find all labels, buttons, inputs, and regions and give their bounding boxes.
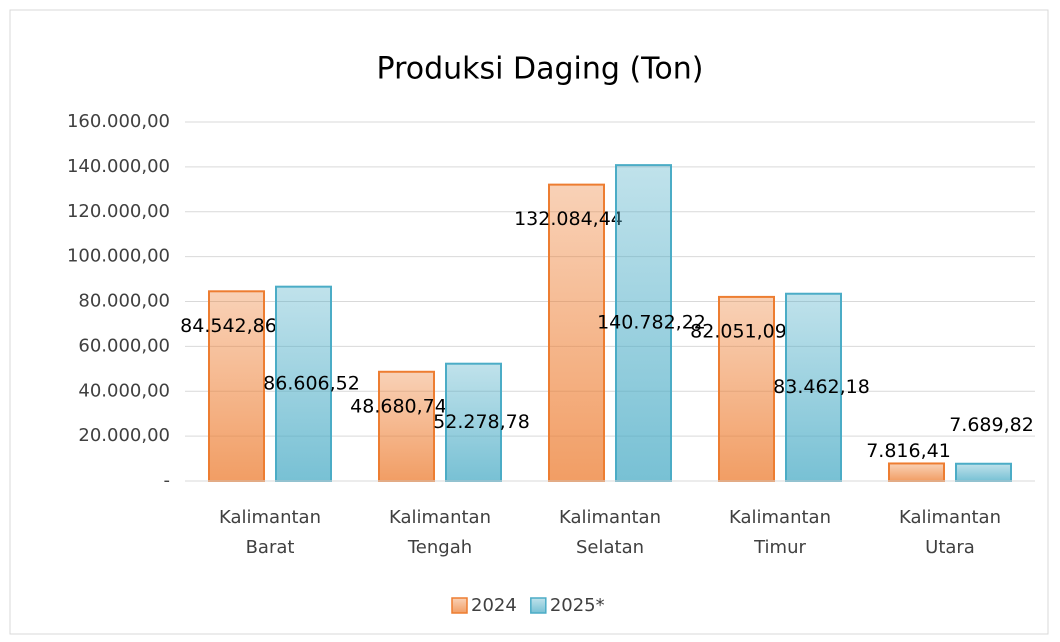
data-label: 48.680,74 <box>350 395 447 417</box>
x-tick-label: Kalimantan Tengah <box>389 507 491 558</box>
y-tick-label: 160.000,00 <box>67 111 170 132</box>
data-label: 132.084,44 <box>514 208 623 230</box>
data-label: 52.278,78 <box>433 411 530 433</box>
bar <box>548 183 605 483</box>
y-tick-label: 120.000,00 <box>67 201 170 222</box>
legend-label: 2024 <box>471 595 517 616</box>
y-tick-label: 100.000,00 <box>67 246 170 267</box>
bar <box>445 362 502 483</box>
legend-swatch <box>451 597 468 614</box>
bar <box>888 462 945 483</box>
bar <box>955 462 1012 483</box>
y-tick-label: - <box>164 470 171 491</box>
legend-swatch <box>530 597 547 614</box>
bar <box>378 370 435 482</box>
data-label: 140.782,22 <box>597 312 706 334</box>
data-label: 83.462,18 <box>773 376 870 398</box>
bar <box>718 295 775 482</box>
x-tick-label: Kalimantan Barat <box>219 507 321 558</box>
data-label: 7.689,82 <box>949 414 1034 436</box>
x-tick-label: Kalimantan Timur <box>729 507 831 558</box>
y-tick-label: 20.000,00 <box>78 425 170 446</box>
data-label: 84.542,86 <box>180 315 277 337</box>
chart-title: Produksi Daging (Ton) <box>377 52 704 87</box>
y-tick-label: 80.000,00 <box>78 291 170 312</box>
data-label: 86.606,52 <box>263 372 360 394</box>
y-tick-label: 60.000,00 <box>78 335 170 356</box>
data-label: 82.051,09 <box>690 320 787 342</box>
bar <box>208 290 265 482</box>
y-tick-label: 140.000,00 <box>67 156 170 177</box>
x-tick-label: Kalimantan Selatan <box>559 507 661 558</box>
legend-label: 2025* <box>550 595 605 616</box>
chart-frame <box>9 9 1049 635</box>
x-tick-label: Kalimantan Utara <box>899 507 1001 558</box>
y-tick-label: 40.000,00 <box>78 380 170 401</box>
bar <box>785 292 842 482</box>
data-label: 7.816,41 <box>866 440 951 462</box>
